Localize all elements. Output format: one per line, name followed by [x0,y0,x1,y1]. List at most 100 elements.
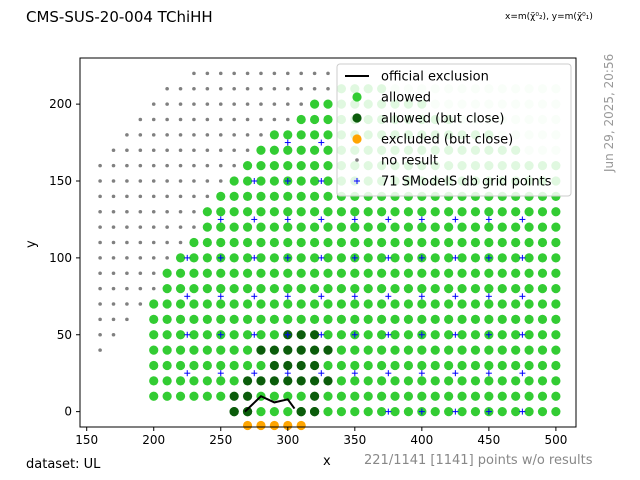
allowed-point [175,314,186,324]
allowed-point [336,376,347,386]
allowed-point [350,237,360,248]
allowed-point [229,330,239,340]
no-result-point [285,86,290,91]
allowed-point [175,391,186,401]
allowed-point [551,253,561,263]
allowed-point [497,407,507,417]
allowed-point [269,407,279,417]
db-grid-point [351,254,358,261]
allowed-point [229,222,239,232]
allowed-point [296,161,306,171]
allowed-point [162,330,172,340]
no-result-point [218,163,223,168]
allowed-point [202,314,212,324]
allowed-point [430,345,440,355]
allowed-point [390,237,400,248]
allowed-point [283,268,293,278]
allowed-point [511,407,521,417]
allowed-point [537,207,548,217]
db-grid-point [217,370,224,377]
no-result-point [312,71,317,76]
no-result-point [192,148,196,153]
allowed-point [202,376,212,386]
legend-no-result-swatch [355,158,359,162]
allowed-point [309,145,320,155]
allowed-close-point [229,407,239,417]
no-result-point [178,225,183,229]
no-result-point [138,271,143,276]
legend-allowed-swatch [352,92,362,102]
allowed-point [229,284,239,294]
allowed-close-point [269,345,279,355]
allowed-point [377,222,387,232]
allowed-point [457,360,467,371]
allowed-point [551,360,561,371]
allowed-point [484,360,494,371]
allowed-point [283,407,293,417]
allowed-point [296,176,306,186]
no-result-point [138,209,143,214]
allowed-point [336,407,347,417]
allowed-point [417,376,427,386]
no-result-point [218,86,223,91]
no-result-point [138,240,143,245]
allowed-close-point [242,407,253,417]
no-result-point [272,102,277,106]
allowed-close-point [269,360,279,371]
allowed-point [283,299,293,309]
allowed-point [551,407,561,417]
allowed-point [336,284,347,294]
allowed-point [336,268,347,278]
allowed-point [309,284,320,294]
no-result-point [151,209,156,214]
allowed-point [202,360,212,371]
allowed-point [403,407,414,417]
allowed-point [537,268,548,278]
allowed-point [256,314,266,324]
allowed-point [430,207,440,217]
allowed-point [444,407,454,417]
official-exclusion-line [244,395,296,413]
allowed-point [175,284,186,294]
db-grid-point [184,293,191,300]
allowed-point [269,207,279,217]
y-axis-label: y [24,240,39,248]
no-result-point [111,240,116,245]
no-result-point [138,194,143,199]
allowed-point [269,268,279,278]
allowed-point [497,345,507,355]
allowed-point [444,330,454,340]
allowed-point [229,237,239,248]
no-result-point [245,133,250,137]
no-result-point [178,117,183,122]
allowed-point [390,376,400,386]
allowed-point [377,330,387,340]
allowed-point [229,268,239,278]
db-grid-point [418,293,425,300]
db-grid-point [452,370,459,377]
no-result-point [205,133,210,137]
legend-label: no result [381,154,438,169]
allowed-point [524,345,534,355]
allowed-point [537,253,548,263]
allowed-point [390,345,400,355]
allowed-point [524,222,534,232]
allowed-point [417,391,427,401]
chart-title: CMS-SUS-20-004 TChiHH [26,8,213,26]
allowed-point [256,237,266,248]
allowed-point [323,176,333,186]
allowed-point [511,345,521,355]
no-result-point [232,163,236,168]
allowed-point [189,376,199,386]
no-result-point [192,209,196,214]
axes-layer: 150 200 250 300 350 400 450 500 0 50 100 150 200 [49,57,577,447]
allowed-point [175,253,186,263]
allowed-point [470,360,481,371]
allowed-point [309,253,320,263]
db-grid-point [418,216,425,223]
no-result-point [125,256,129,260]
allowed-point [296,207,306,217]
allowed-point [363,222,373,232]
no-result-point [98,194,102,199]
allowed-point [189,284,199,294]
